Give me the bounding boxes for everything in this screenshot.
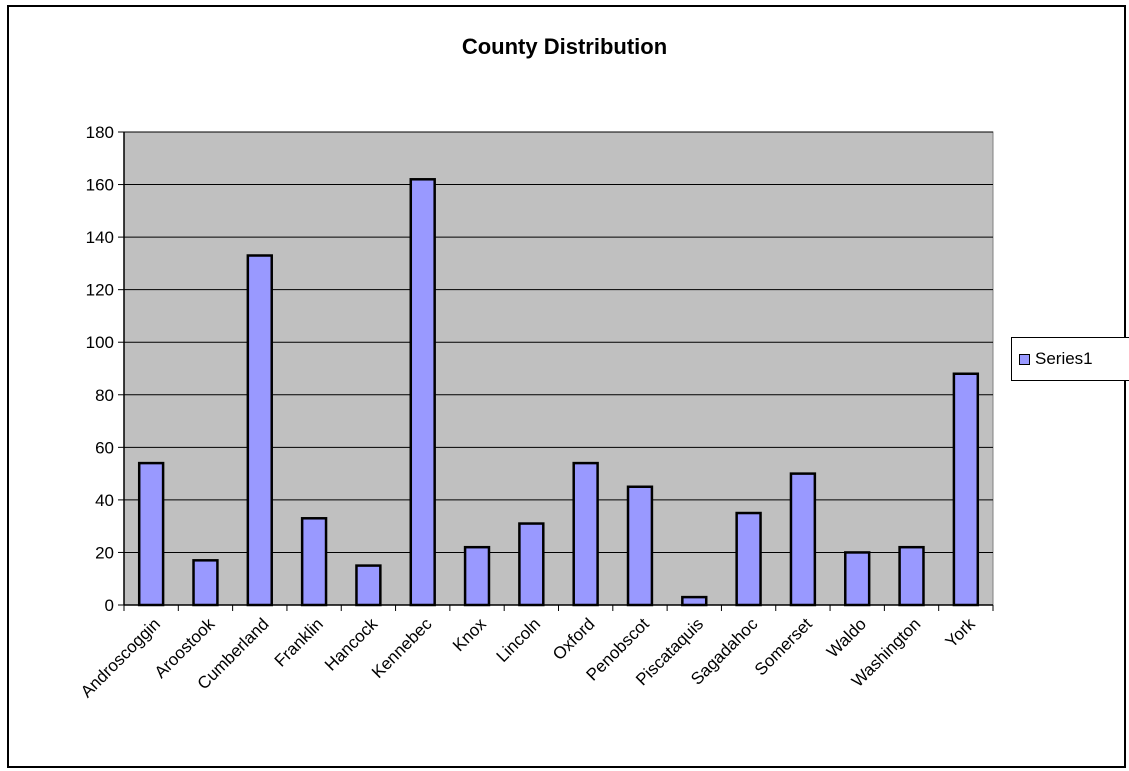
x-category-label: Lincoln — [493, 614, 545, 666]
bar-piscataquis — [681, 595, 708, 607]
chart-title: County Distribution — [461, 34, 668, 59]
y-tick-label: 100 — [86, 333, 114, 352]
bar-waldo — [844, 551, 871, 607]
y-tick-label: 40 — [95, 491, 114, 510]
bar-washington — [898, 545, 925, 607]
axes — [118, 131, 994, 611]
bar-york — [952, 372, 980, 607]
x-category-label: Oxford — [549, 614, 599, 664]
x-category-label: Waldo — [823, 614, 870, 661]
y-tick-label: 20 — [95, 543, 114, 562]
bar-aroostook — [192, 559, 219, 607]
y-tick-label: 60 — [95, 438, 114, 457]
x-category-label: Franklin — [271, 614, 327, 670]
bar-hancock — [355, 564, 382, 607]
bar-oxford — [572, 461, 599, 607]
x-category-label: York — [942, 614, 979, 651]
bars — [137, 178, 980, 607]
legend: Series1 — [1011, 337, 1129, 381]
y-tick-label: 120 — [86, 281, 114, 300]
bar-lincoln — [518, 522, 545, 607]
bar-somerset — [789, 472, 817, 607]
bar-androscoggin — [137, 461, 165, 607]
x-category-label: Androscoggin — [77, 614, 164, 701]
y-tick-label: 140 — [86, 228, 114, 247]
x-category-label: Knox — [449, 614, 490, 655]
legend-swatch — [1019, 353, 1030, 365]
bar-sagadahoc — [735, 511, 762, 607]
y-tick-label: 160 — [86, 176, 114, 195]
bar-cumberland — [246, 254, 273, 607]
x-category-labels: AndroscogginAroostookCumberlandFranklinH… — [77, 614, 979, 701]
y-tick-labels: 0 20 40 60 80 100 120 140 160 180 — [86, 123, 114, 615]
y-tick-label: 80 — [95, 386, 114, 405]
legend-label-series1: Series1 — [1035, 349, 1093, 368]
y-tick-label: 180 — [86, 123, 114, 142]
x-category-label: Somerset — [751, 614, 816, 679]
bar-franklin — [300, 517, 328, 607]
x-category-label: Kennebec — [368, 614, 436, 682]
bar-penobscot — [626, 485, 654, 607]
bar-knox — [463, 545, 491, 607]
y-tick-label: 0 — [105, 596, 114, 615]
bar-kennebec — [409, 178, 436, 607]
